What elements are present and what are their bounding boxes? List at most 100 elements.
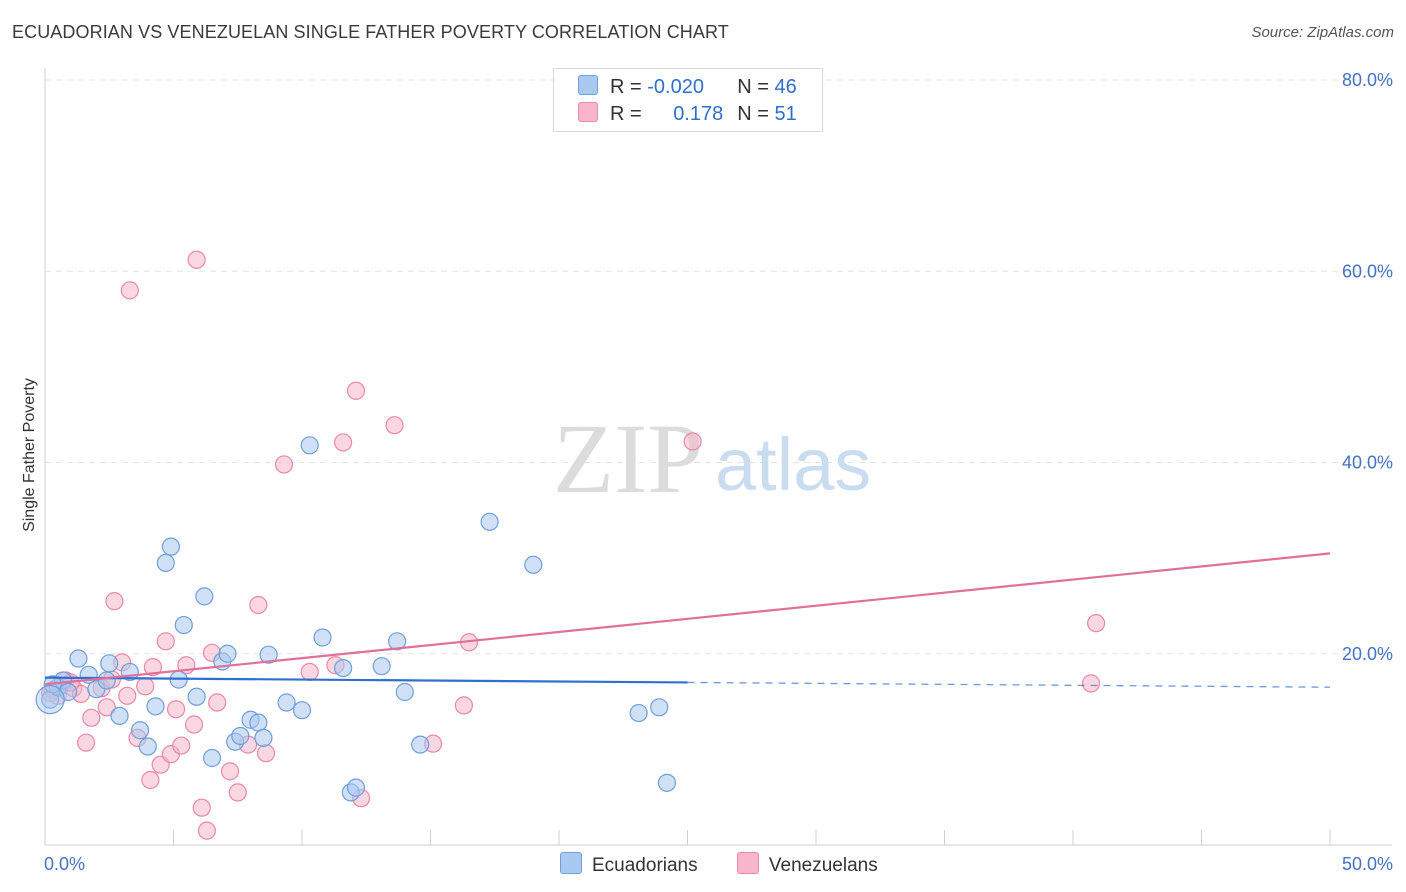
series-legend: Ecuadorians Venezuelans [560,852,912,877]
venezuelans-point [77,733,96,752]
venezuelans-point [249,595,268,615]
y-tick-labels: 20.0% 40.0% 60.0% 80.0% [1342,70,1393,664]
y-tick-label: 40.0% [1342,453,1393,473]
legend-n-value: 46 [774,76,797,98]
venezuelans-point [300,662,319,682]
ecuadorians-point [277,693,296,712]
ecuadorians-points [35,436,677,802]
venezuelans-point [334,433,353,452]
legend-label-ecuadorians: Ecuadorians [592,855,698,876]
ecuadorians-point [657,773,677,792]
ecuadorians-point [146,697,165,716]
y-axis-label-group: Single Father Poverty [21,378,38,532]
ecuadorians-point [174,615,193,635]
x-tick-label: 0.0% [44,854,85,874]
venezuelans-trend-line [44,552,1331,686]
ecuadorians-point [249,713,268,732]
venezuelans-point [82,708,101,727]
ecuadorians-point [346,778,366,797]
venezuelans-point [105,592,124,611]
venezuelans-point [118,686,137,705]
venezuelans-point [208,693,227,712]
ecuadorians-point [387,632,407,651]
venezuelans-point [683,432,702,451]
legend-item-ecuadorians[interactable]: Ecuadorians [560,852,698,877]
legend-r-value: -0.020 [647,76,704,98]
ecuadorians-cluster-point [35,685,65,715]
legend-n-value: 51 [774,103,797,125]
venezuelans-point [172,736,191,755]
venezuelans-point [166,700,186,719]
ecuadorians-point [313,628,332,647]
ecuadorians-point [395,682,414,702]
venezuelans-point [346,381,366,400]
ecuadorians-point [372,657,391,676]
ecuadorians-point [97,671,116,690]
trend-lines [44,552,1331,688]
watermark-zip: ZIP [553,403,703,514]
ecuadorians-point [292,701,312,720]
legend-swatch-venezuelans [736,852,759,874]
watermark-atlas: atlas [715,423,871,506]
x-tick-label: 50.0% [1342,854,1393,874]
venezuelans-point [1087,614,1106,633]
ecuadorians-point [259,645,278,664]
x-tick-labels: 0.0% 50.0% [44,854,1393,874]
venezuelans-point [156,632,175,651]
legend-swatch-ecuadorians [560,852,582,874]
y-tick-label: 80.0% [1342,70,1393,90]
ecuadorians-point [231,726,250,746]
venezuelans-point [197,821,217,840]
venezuelans-point [228,783,247,802]
venezuelans-point [256,744,276,763]
legend-n-label: N = [737,103,775,125]
venezuelans-point [184,715,204,734]
ecuadorians-point [411,735,430,754]
ecuadorians-point [218,644,237,663]
ecuadorians-point [480,512,499,531]
y-tick-label: 60.0% [1342,261,1393,281]
venezuelans-point [136,677,155,696]
ecuadorians-point [195,587,214,606]
legend-swatch-venezuelans [578,102,598,122]
ecuadorians-point [524,555,543,574]
venezuelans-point [97,698,116,717]
ecuadorians-point [161,537,181,556]
ecuadorians-point [156,553,175,573]
venezuelans-point [274,455,294,474]
venezuelans-point [454,696,474,715]
venezuelans-point [143,658,163,677]
legend-n-label: N = [737,76,775,98]
ecuadorians-trend-extension [687,681,1331,688]
stats-legend: R = -0.020 N = 46 R = 0.178 N = 51 [553,68,823,132]
ecuadorians-trend-line [44,676,688,684]
y-tick-label: 20.0% [1342,644,1393,664]
source-label: Source: ZipAtlas.com [1251,24,1394,41]
y-axis-label: Single Father Poverty [21,378,38,532]
legend-row-ecuadorians: R = -0.020 N = 46 [578,75,797,99]
venezuelans-point [120,281,139,300]
axes [44,68,1392,846]
ecuadorians-point [130,721,150,740]
ecuadorians-point [138,737,157,756]
ecuadorians-point [100,654,119,673]
venezuelans-point [187,250,206,269]
venezuelans-point [141,770,160,790]
venezuelans-point [1081,674,1101,693]
legend-item-venezuelans[interactable]: Venezuelans [736,852,878,877]
legend-r-label: R = [610,76,648,98]
legend-r-label: R = [610,103,648,125]
ecuadorians-point [254,728,273,748]
venezuelans-point [220,762,240,781]
chart-title: ECUADORIAN VS VENEZUELAN SINGLE FATHER P… [12,22,729,42]
ecuadorians-point [334,658,353,678]
ecuadorians-point [202,748,222,768]
venezuelans-point [385,416,404,435]
ecuadorians-point [650,698,669,717]
legend-row-venezuelans: R = 0.178 N = 51 [578,102,797,126]
legend-label-venezuelans: Venezuelans [768,855,878,876]
ecuadorians-point [69,649,88,668]
ecuadorians-point [300,436,319,455]
ecuadorians-point [629,703,648,723]
